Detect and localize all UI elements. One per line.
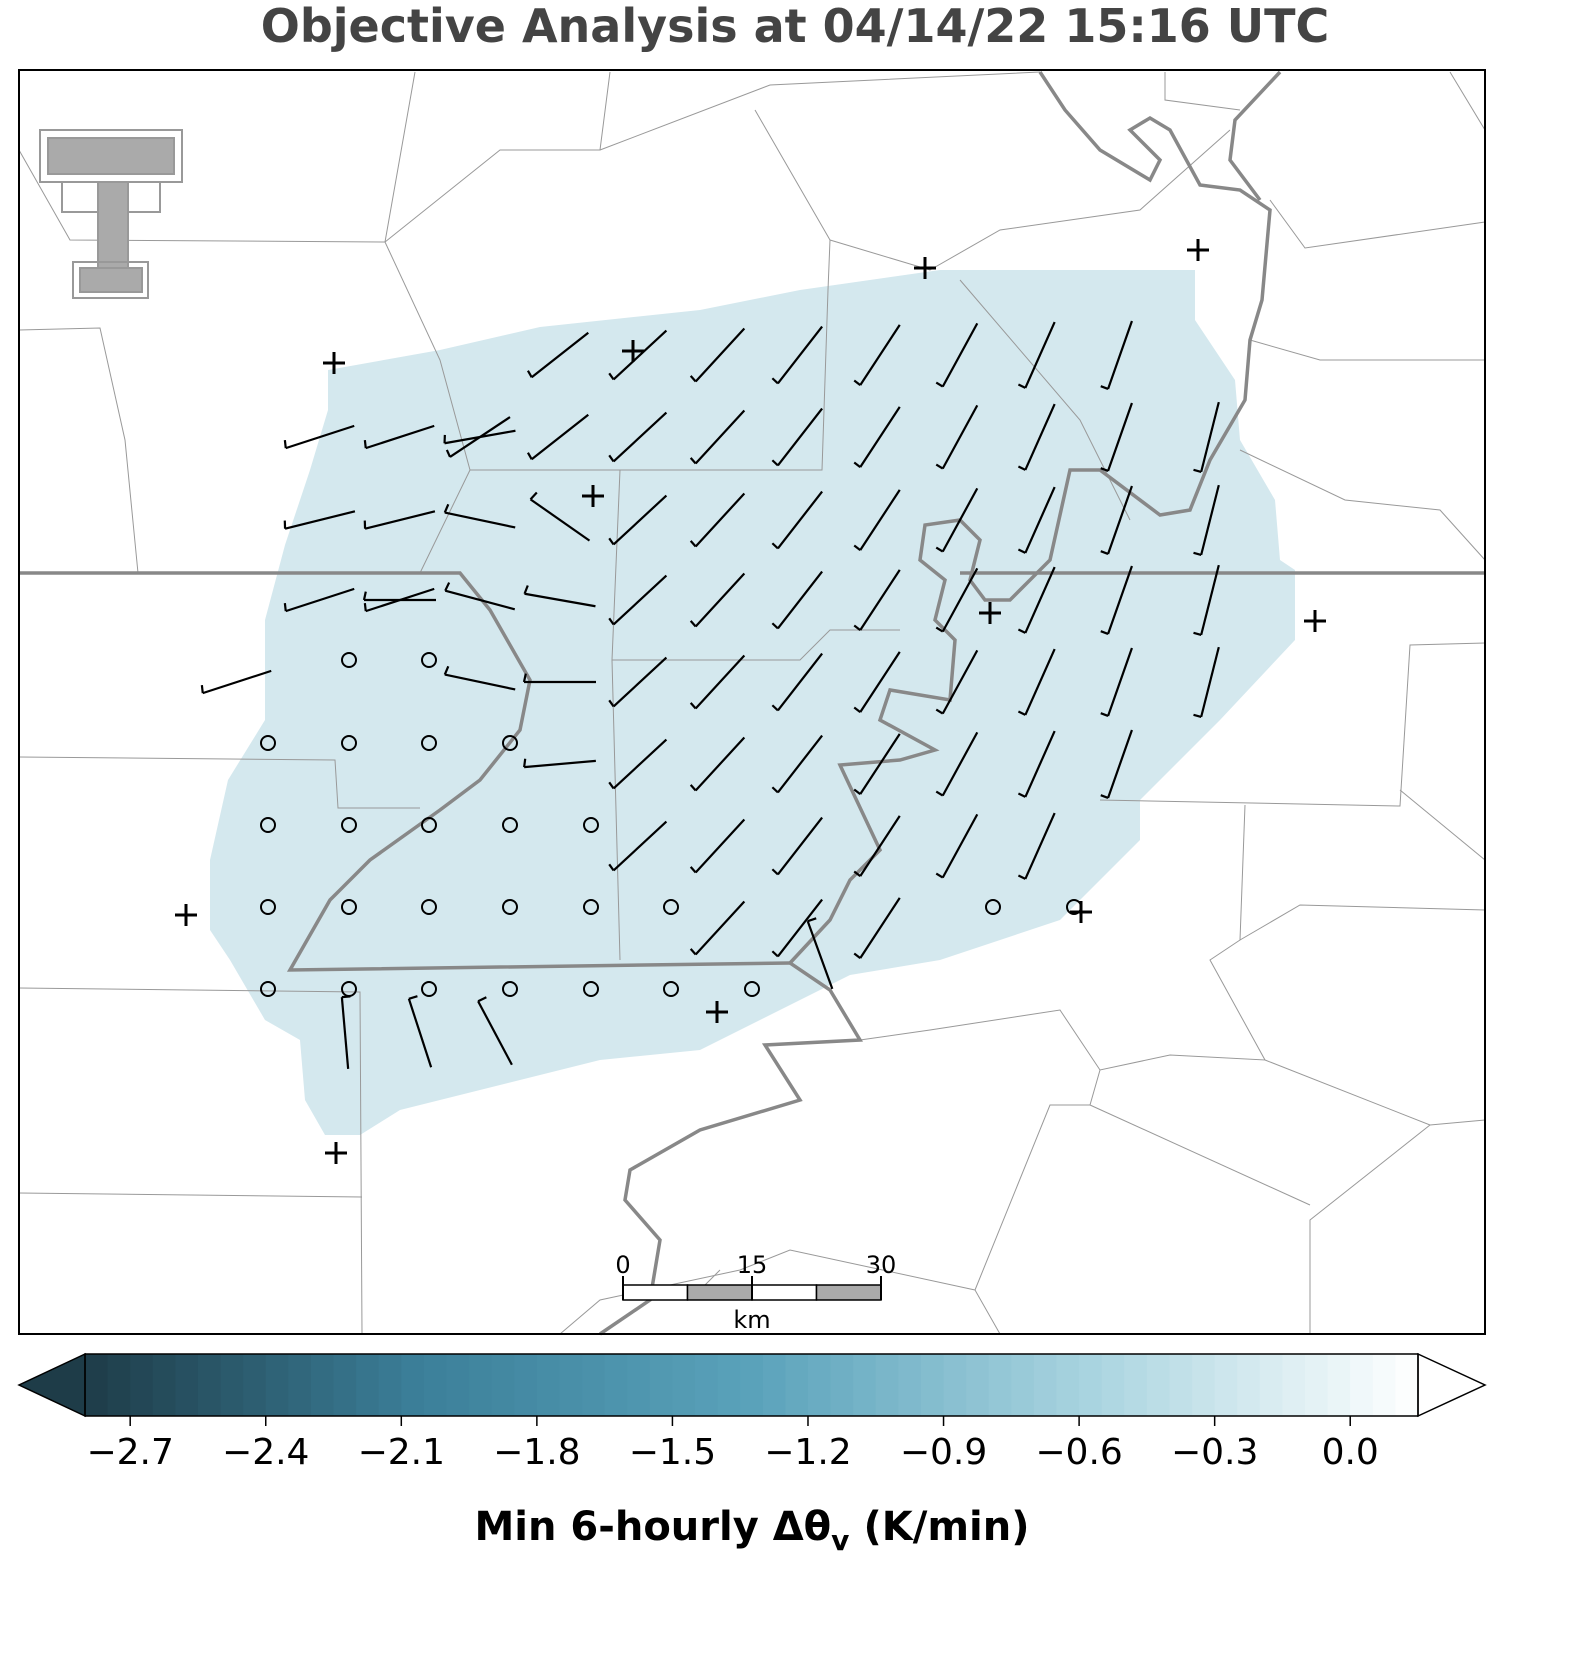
colorbar-swatch xyxy=(1373,1354,1396,1416)
barb-flag xyxy=(202,685,203,693)
colorbar-swatch xyxy=(379,1354,402,1416)
colorbar-swatch xyxy=(130,1354,153,1416)
colorbar-swatch xyxy=(921,1354,944,1416)
colorbar-swatch xyxy=(85,1354,108,1416)
colorbar-swatch xyxy=(1057,1354,1080,1416)
colorbar-swatch xyxy=(785,1354,808,1416)
colorbar-tick-label: −1.8 xyxy=(493,1432,580,1473)
colorbar-swatch xyxy=(288,1354,311,1416)
colorbar-swatch xyxy=(740,1354,763,1416)
colorbar-swatch xyxy=(718,1354,741,1416)
colorbar-swatch xyxy=(1102,1354,1125,1416)
colorbar-swatch xyxy=(1260,1354,1283,1416)
colorbar-swatch xyxy=(1215,1354,1238,1416)
colorbar-swatch xyxy=(311,1354,334,1416)
colorbar-swatch xyxy=(1079,1354,1102,1416)
colorbar-swatch xyxy=(1350,1354,1373,1416)
label-text: Min 6-hourly Δθ xyxy=(475,1504,832,1550)
colorbar-swatch xyxy=(1124,1354,1147,1416)
colorbar-tick-label: −2.7 xyxy=(86,1432,173,1473)
colorbar-swatch xyxy=(831,1354,854,1416)
colorbar-swatch xyxy=(944,1354,967,1416)
scale-segment xyxy=(623,1285,688,1300)
scale-unit: km xyxy=(733,1306,770,1334)
scale-segment xyxy=(817,1285,882,1300)
colorbar-swatch xyxy=(966,1354,989,1416)
scale-tick-label: 30 xyxy=(866,1251,897,1279)
colorbar-swatch xyxy=(1034,1354,1057,1416)
colorbar-tick-label: −0.6 xyxy=(1035,1432,1122,1473)
colorbar-swatch xyxy=(1305,1354,1328,1416)
colorbar-swatch xyxy=(356,1354,379,1416)
map: km 0 15 30 xyxy=(19,70,1485,1334)
colorbar-swatch xyxy=(401,1354,424,1416)
colorbar-label: Min 6-hourly Δθv (K/min) xyxy=(475,1504,1030,1557)
colorbar-tick-label: −1.2 xyxy=(764,1432,851,1473)
colorbar-tick-label: −0.3 xyxy=(1171,1432,1258,1473)
colorbar-swatch xyxy=(537,1354,560,1416)
colorbar-swatch xyxy=(1328,1354,1351,1416)
colorbar-tick-label: 0.0 xyxy=(1322,1432,1379,1473)
scale-segment xyxy=(688,1285,753,1300)
label-units: (K/min) xyxy=(863,1504,1029,1550)
barb-flag xyxy=(365,440,366,448)
colorbar-swatch xyxy=(672,1354,695,1416)
scale-tick-label: 15 xyxy=(737,1251,768,1279)
colorbar-swatch xyxy=(469,1354,492,1416)
colorbar-tick-label: −2.4 xyxy=(222,1432,309,1473)
colorbar-tick-label: −2.1 xyxy=(358,1432,445,1473)
colorbar-tick-label: −0.9 xyxy=(900,1432,987,1473)
colorbar-swatch xyxy=(153,1354,176,1416)
colorbar-swatch xyxy=(559,1354,582,1416)
label-subscript: v xyxy=(831,1524,849,1557)
colorbar-swatch xyxy=(1282,1354,1305,1416)
colorbar-swatch xyxy=(243,1354,266,1416)
colorbar-swatch xyxy=(989,1354,1012,1416)
barb-flag xyxy=(524,759,525,767)
colorbar-swatch xyxy=(492,1354,515,1416)
colorbar-swatch xyxy=(1237,1354,1260,1416)
colorbar-swatch xyxy=(1169,1354,1192,1416)
colorbar-swatch xyxy=(763,1354,786,1416)
colorbar-extend-low xyxy=(19,1354,85,1416)
colorbar-swatch xyxy=(514,1354,537,1416)
colorbar-swatch xyxy=(605,1354,628,1416)
colorbar-swatch xyxy=(108,1354,131,1416)
colorbar-swatch xyxy=(627,1354,650,1416)
colorbar-swatch xyxy=(266,1354,289,1416)
colorbar-swatch xyxy=(1147,1354,1170,1416)
colorbar-swatch xyxy=(175,1354,198,1416)
colorbar-swatch xyxy=(221,1354,244,1416)
scale-segment xyxy=(752,1285,817,1300)
colorbar-swatch xyxy=(808,1354,831,1416)
colorbar-swatch xyxy=(876,1354,899,1416)
colorbar-swatch xyxy=(1011,1354,1034,1416)
colorbar-swatch xyxy=(424,1354,447,1416)
colorbar: −2.7 −2.4 −2.1 −1.8 −1.5 −1.2 −0.9 −0.6 −0.3 0.0 xyxy=(19,1354,1485,1473)
barb-flag xyxy=(365,603,366,611)
colorbar-swatch xyxy=(1395,1354,1418,1416)
barb-flag xyxy=(285,603,286,611)
colorbar-tick-label: −1.5 xyxy=(629,1432,716,1473)
colorbar-swatch xyxy=(334,1354,357,1416)
colorbar-swatch xyxy=(853,1354,876,1416)
colorbar-extend-high xyxy=(1418,1354,1485,1416)
colorbar-swatch xyxy=(695,1354,718,1416)
colorbar-swatch xyxy=(650,1354,673,1416)
scale-tick-label: 0 xyxy=(615,1251,630,1279)
colorbar-swatch xyxy=(582,1354,605,1416)
title: Objective Analysis at 04/14/22 15:16 UTC xyxy=(261,0,1330,53)
colorbar-swatch xyxy=(446,1354,469,1416)
barb-flag xyxy=(285,440,286,448)
colorbar-swatch xyxy=(1192,1354,1215,1416)
colorbar-swatch xyxy=(898,1354,921,1416)
colorbar-swatch xyxy=(198,1354,221,1416)
